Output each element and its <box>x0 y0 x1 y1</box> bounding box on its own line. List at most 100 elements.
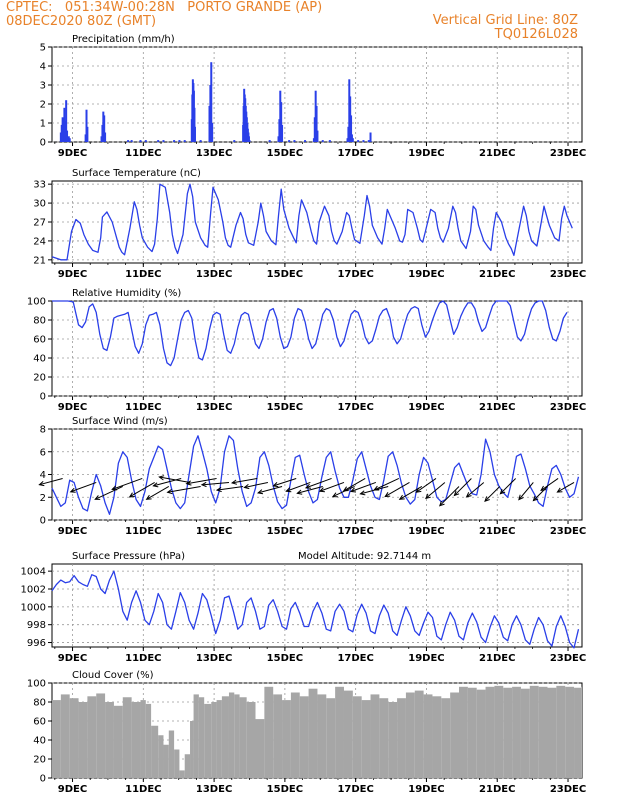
x-tick-label: 17DEC <box>337 148 373 159</box>
precip-bar <box>157 140 160 142</box>
panel-title: Relative Humidity (%) <box>72 288 181 299</box>
x-tick-label: 19DEC <box>408 269 444 280</box>
wind-arrow <box>557 482 575 493</box>
y-tick-label: 20 <box>33 755 46 766</box>
wind-arrow <box>532 486 548 501</box>
wind-arrow-head <box>465 492 472 498</box>
wind-arrow-head <box>304 483 312 489</box>
cloud-bar <box>246 702 256 778</box>
cloud-bar <box>388 702 398 778</box>
cloud-bar <box>184 754 191 778</box>
wind-arrow <box>201 481 230 486</box>
cloud-bar <box>255 719 265 778</box>
cloud-bar <box>105 702 114 778</box>
precip-bar <box>367 140 370 142</box>
precip-bar <box>199 140 202 142</box>
x-tick-label: 9DEC <box>58 148 87 159</box>
wind-arrow-head <box>499 488 506 495</box>
wind-arrow-head <box>349 487 357 493</box>
panel-title: Surface Temperature (nC) <box>72 168 201 179</box>
cloud-bar <box>574 687 582 778</box>
wind-arrow <box>466 482 485 498</box>
y-tick-label: 5 <box>40 43 46 54</box>
x-tick-label: 19DEC <box>408 148 444 159</box>
wind-arrow <box>95 486 123 500</box>
precip-bar <box>85 109 88 142</box>
wind-arrow-head <box>373 485 380 491</box>
wind-arrow-head <box>415 487 422 493</box>
wind-arrow <box>500 478 516 495</box>
wind-arrow <box>540 478 559 491</box>
x-tick-label: 11DEC <box>125 269 161 280</box>
wind-arrow-head <box>69 487 76 493</box>
x-tick-label: 9DEC <box>58 784 87 795</box>
cloud-bar <box>87 696 97 778</box>
wind-arrow <box>216 485 244 491</box>
wind-arrow-head <box>425 493 431 500</box>
y-tick-label: 21 <box>33 255 46 266</box>
wind-arrow <box>112 477 143 490</box>
cloud-bar <box>190 721 194 778</box>
wind-arrow-head <box>453 490 460 497</box>
wind-arrow <box>425 482 446 499</box>
cloud-bar <box>547 687 557 778</box>
header-line2-right: TQ0126L028 <box>494 27 578 42</box>
wind-arrow <box>518 482 534 500</box>
cloud-bar <box>158 735 164 778</box>
cloud-bar <box>432 696 442 778</box>
cloud-bar <box>335 686 344 778</box>
wind-arrow <box>484 486 501 502</box>
x-tick-label: 21DEC <box>479 653 515 664</box>
cloud-bar <box>69 698 79 778</box>
precip-bar <box>362 140 365 142</box>
panel-title: Surface Wind (m/s) <box>72 416 168 427</box>
cloud-bar <box>113 705 123 778</box>
panel-1: Surface Temperature (nC) 9DEC 11DEC 13DEC 15… <box>33 168 586 280</box>
x-tick-label: 21DEC <box>479 269 515 280</box>
cloud-bar <box>264 686 274 778</box>
precip-bar <box>103 115 106 142</box>
precip-bar <box>178 140 181 142</box>
x-tick-label: 23DEC <box>550 526 586 537</box>
wind-arrow <box>305 477 332 489</box>
wind-arrow-head <box>158 475 165 481</box>
x-tick-label: 17DEC <box>337 526 373 537</box>
cloud-bar <box>179 770 185 778</box>
cloud-bar <box>216 700 222 778</box>
header-line1-left: CPTEC: 051:34W-00:28N PORTO GRANDE (AP) <box>6 0 323 15</box>
precip-bar <box>328 140 331 142</box>
x-tick-label: 13DEC <box>196 402 232 413</box>
wind-arrow-head <box>111 485 118 491</box>
x-tick-label: 15DEC <box>267 402 303 413</box>
cloud-bar <box>239 697 247 778</box>
precip-bar <box>162 140 165 142</box>
x-tick-label: 15DEC <box>267 148 303 159</box>
x-tick-label: 13DEC <box>196 784 232 795</box>
wind-arrow-head <box>94 495 101 500</box>
wind-arrow-head <box>166 488 173 495</box>
wind-arrow-head <box>152 482 159 488</box>
cloud-bar <box>290 692 300 778</box>
y-tick-label: 40 <box>33 736 46 747</box>
wind-arrow <box>231 477 258 484</box>
wind-arrow-head <box>145 494 152 500</box>
y-tick-label: 20 <box>33 373 46 384</box>
cloud-bar <box>450 692 460 778</box>
x-tick-label: 21DEC <box>479 402 515 413</box>
cloud-bar <box>204 703 212 778</box>
y-tick-label: 8 <box>40 425 46 436</box>
cloud-bar <box>405 692 415 778</box>
cloud-bar <box>221 696 229 778</box>
precip-bar <box>288 140 291 142</box>
wind-arrow <box>286 481 311 492</box>
y-tick-label: 2 <box>40 493 46 504</box>
y-tick-label: 4 <box>40 470 46 481</box>
x-tick-label: 15DEC <box>267 526 303 537</box>
x-tick-label: 23DEC <box>550 784 586 795</box>
wind-arrow <box>39 477 63 486</box>
cloud-bar <box>361 700 371 778</box>
cloud-bar <box>198 697 205 778</box>
y-tick-label: 3 <box>40 81 46 92</box>
precip-bar <box>127 140 130 142</box>
